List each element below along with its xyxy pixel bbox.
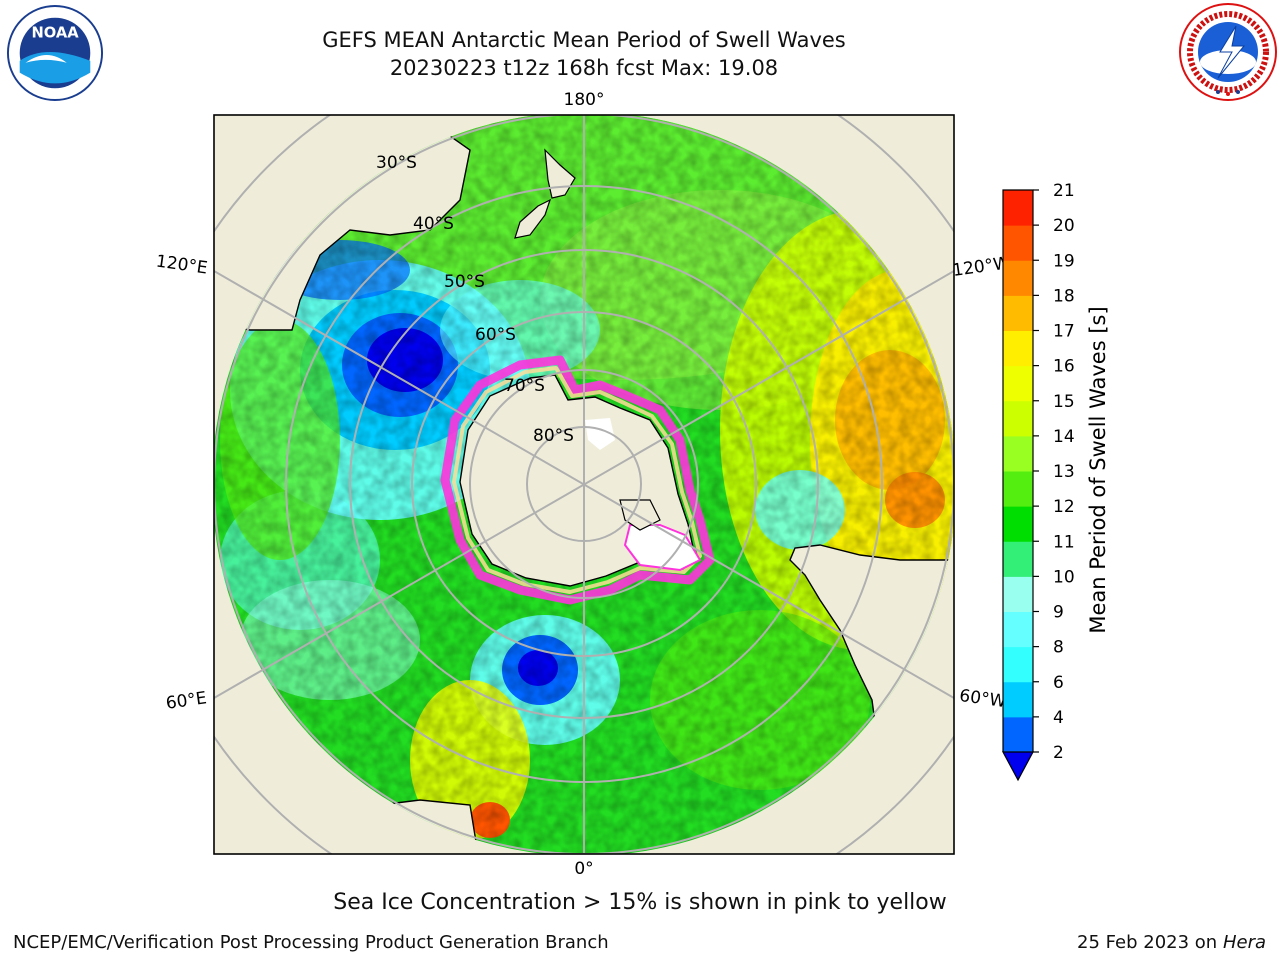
footer-credit: NCEP/EMC/Verification Post Processing Pr… [13, 932, 609, 953]
colorbar-tick-label: 14 [1053, 427, 1075, 447]
colorbar-tick-label: 15 [1053, 392, 1075, 412]
lat-label-50s: 50°S [444, 272, 485, 292]
lat-label-70s: 70°S [504, 376, 545, 396]
lon-label-60w: 60°W [958, 686, 1007, 712]
lon-label-0: 0° [574, 859, 593, 879]
lat-label-60s: 60°S [475, 325, 516, 345]
colorbar: 2 4 6 8 9 10 11 12 13 14 15 16 17 18 19 20 21 [1001, 181, 1075, 782]
colorbar-tick-label: 12 [1053, 497, 1075, 517]
footer-date: 25 Feb 2023 on Hera [1077, 932, 1266, 953]
noaa-logo-text: NOAA [31, 24, 79, 41]
colorbar-tick-label: 20 [1053, 216, 1075, 236]
noaa-logo: NOAA [6, 4, 104, 102]
colorbar-tick-label: 2 [1053, 743, 1064, 763]
lon-label-60e: 60°E [165, 688, 208, 713]
colorbar-tick-label: 17 [1053, 322, 1075, 342]
colorbar-segment [1003, 225, 1033, 261]
colorbar-segment [1003, 541, 1033, 577]
colorbar-segment [1003, 330, 1033, 367]
footer-date-text: 25 Feb 2023 on [1077, 932, 1218, 953]
colorbar-segment [1003, 681, 1033, 718]
lat-label-30s: 30°S [376, 153, 417, 173]
lon-label-120e: 120°E [155, 252, 209, 279]
colorbar-segment [1003, 190, 1033, 226]
map-subtitle: 20230223 t12z 168h fcst Max: 19.08 [389, 56, 779, 80]
lat-label-40s: 40°S [413, 214, 454, 234]
colorbar-tick-label: 18 [1053, 286, 1075, 306]
colorbar-segment [1003, 611, 1033, 648]
colorbar-extend-arrow [1001, 751, 1035, 782]
colorbar-tick-label: 9 [1053, 603, 1064, 623]
colorbar-segment [1003, 716, 1033, 753]
lat-label-80s: 80°S [533, 426, 574, 446]
sea-ice-note: Sea Ice Concentration > 15% is shown in … [333, 890, 947, 915]
colorbar-label: Mean Period of Swell Waves [s] [1086, 306, 1110, 633]
nws-logo [1179, 3, 1277, 101]
colorbar-segment [1003, 646, 1033, 683]
colorbar-tick-label: 10 [1053, 567, 1075, 587]
colorbar-segment [1003, 365, 1033, 402]
colorbar-tick-label: 16 [1053, 357, 1075, 377]
colorbar-segment [1003, 400, 1033, 437]
colorbar-tick-label: 4 [1053, 708, 1064, 728]
colorbar-segment [1003, 576, 1033, 612]
footer-host: Hera [1222, 932, 1266, 953]
colorbar-segment [1003, 471, 1033, 507]
colorbar-tick-label: 8 [1053, 638, 1064, 658]
map-frame [213, 114, 955, 855]
colorbar-segment [1003, 295, 1033, 331]
colorbar-segment [1003, 435, 1033, 472]
lon-label-180: 180° [564, 90, 605, 110]
map-title: GEFS MEAN Antarctic Mean Period of Swell… [322, 28, 846, 52]
colorbar-segment [1003, 260, 1033, 296]
colorbar-tick-label: 6 [1053, 673, 1064, 693]
colorbar-tick-label: 21 [1053, 181, 1075, 201]
new-zealand-south [514, 198, 552, 239]
sea-ice-edge [440, 355, 715, 605]
colorbar-tick-label: 11 [1053, 532, 1075, 552]
colorbar-segment [1003, 506, 1033, 542]
graticule [214, 115, 954, 854]
colorbar-tick-label: 13 [1053, 462, 1075, 482]
colorbar-tick-label: 19 [1053, 251, 1075, 271]
